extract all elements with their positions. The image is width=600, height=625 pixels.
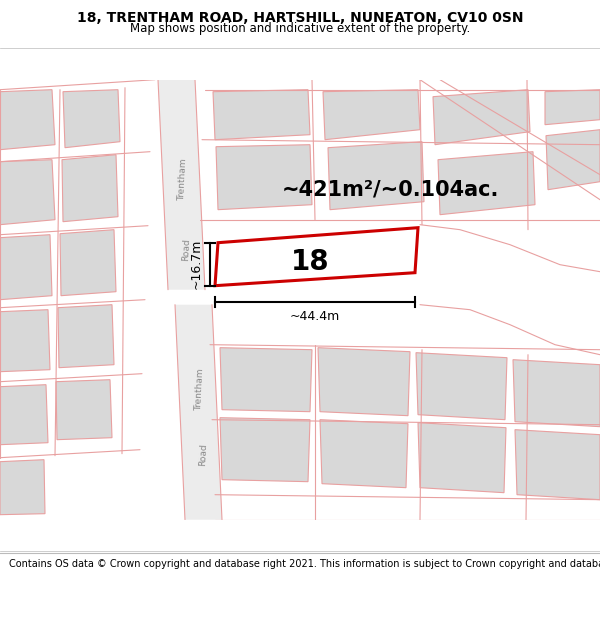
Polygon shape — [433, 89, 530, 144]
Polygon shape — [56, 379, 112, 439]
Text: Trentham: Trentham — [194, 368, 206, 411]
Text: 18, TRENTHAM ROAD, HARTSHILL, NUNEATON, CV10 0SN: 18, TRENTHAM ROAD, HARTSHILL, NUNEATON, … — [77, 11, 523, 24]
Polygon shape — [0, 459, 45, 514]
Text: ~421m²/~0.104ac.: ~421m²/~0.104ac. — [281, 180, 499, 200]
Polygon shape — [213, 89, 310, 139]
Text: ~16.7m: ~16.7m — [190, 239, 203, 289]
Polygon shape — [220, 418, 310, 482]
Polygon shape — [0, 384, 48, 444]
Polygon shape — [513, 359, 600, 427]
Polygon shape — [328, 142, 424, 210]
Text: Road: Road — [198, 443, 208, 466]
Polygon shape — [0, 159, 55, 224]
Polygon shape — [0, 89, 55, 149]
Polygon shape — [58, 304, 114, 368]
Polygon shape — [546, 130, 600, 190]
Polygon shape — [63, 89, 120, 148]
Polygon shape — [60, 229, 116, 296]
Text: 18: 18 — [290, 248, 329, 276]
Text: ~44.4m: ~44.4m — [290, 309, 340, 322]
Polygon shape — [545, 89, 600, 125]
Polygon shape — [320, 420, 408, 488]
Polygon shape — [318, 348, 410, 416]
Polygon shape — [158, 79, 205, 290]
Text: Trentham: Trentham — [178, 158, 188, 201]
Polygon shape — [323, 89, 420, 139]
Polygon shape — [0, 234, 52, 299]
Text: Map shows position and indicative extent of the property.: Map shows position and indicative extent… — [130, 22, 470, 34]
Polygon shape — [215, 228, 418, 286]
Text: Road: Road — [181, 238, 191, 261]
Polygon shape — [0, 309, 50, 372]
Polygon shape — [216, 144, 312, 210]
Polygon shape — [220, 348, 312, 412]
Polygon shape — [416, 352, 507, 420]
Polygon shape — [515, 429, 600, 499]
Text: Contains OS data © Crown copyright and database right 2021. This information is : Contains OS data © Crown copyright and d… — [9, 559, 600, 569]
Polygon shape — [62, 154, 118, 222]
Polygon shape — [418, 422, 506, 492]
Polygon shape — [175, 304, 222, 519]
Polygon shape — [438, 152, 535, 214]
